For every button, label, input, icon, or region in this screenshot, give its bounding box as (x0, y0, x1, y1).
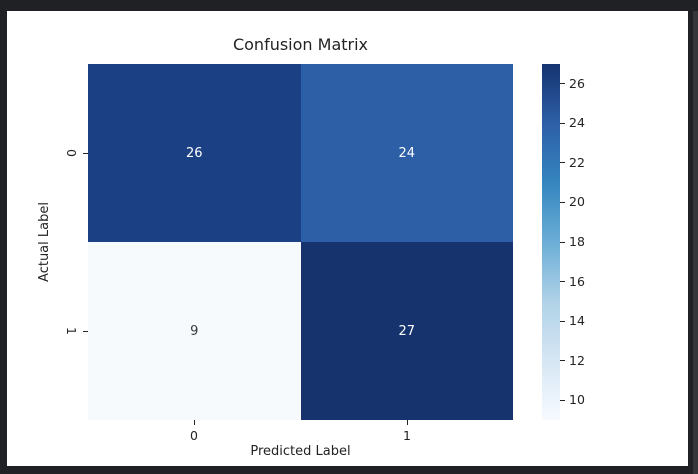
colorbar-tick-label: 12 (569, 352, 585, 368)
colorbar-tick-mark (560, 162, 565, 164)
heatmap-cell-0-0: 26 (88, 64, 301, 242)
y-tick-label: 0 (64, 149, 79, 157)
cell-value: 27 (398, 323, 416, 339)
colorbar-tick-label: 26 (569, 75, 585, 91)
cell-value: 9 (190, 323, 199, 339)
colorbar-tick-mark (560, 122, 565, 124)
colorbar-tick-mark (560, 281, 565, 283)
cell-value: 26 (185, 145, 203, 161)
heatmap-cell-1-1: 27 (300, 242, 513, 420)
colorbar-ticks: 26 24 22 20 18 16 14 12 10 (542, 64, 622, 420)
colorbar (542, 64, 560, 420)
colorbar-tick-label: 18 (569, 234, 585, 249)
colorbar-tick-mark (560, 241, 565, 243)
colorbar-tick-mark (560, 360, 565, 362)
colorbar-tick-label: 22 (569, 154, 585, 170)
colorbar-tick-mark (560, 83, 565, 85)
colorbar-tick-mark (560, 201, 565, 203)
colorbar-tick-mark (560, 399, 565, 401)
scrollbar-track[interactable] (693, 11, 698, 474)
x-axis-label: Predicted Label (250, 444, 351, 459)
y-tick-label: 1 (64, 327, 79, 335)
colorbar-tick-label: 20 (569, 194, 585, 210)
colorbar-tick-label: 16 (569, 273, 585, 289)
x-tick-label: 0 (190, 428, 198, 443)
heatmap: 26 24 9 27 (88, 64, 513, 420)
colorbar-tick-label: 10 (569, 392, 585, 408)
cell-value: 24 (398, 145, 416, 161)
colorbar-tick-label: 24 (569, 115, 585, 131)
heatmap-cell-1-0: 9 (88, 242, 301, 420)
heatmap-cell-0-1: 24 (300, 64, 513, 242)
x-tick-mark (194, 420, 195, 425)
y-tick-mark (83, 153, 88, 154)
y-tick-mark (83, 331, 88, 332)
colorbar-tick-mark (560, 320, 565, 322)
x-tick-mark (407, 420, 408, 425)
x-tick-label: 1 (403, 428, 411, 443)
chart-title: Confusion Matrix (232, 35, 369, 54)
y-axis-label: Actual Label (37, 202, 52, 282)
colorbar-tick-label: 14 (569, 313, 585, 329)
